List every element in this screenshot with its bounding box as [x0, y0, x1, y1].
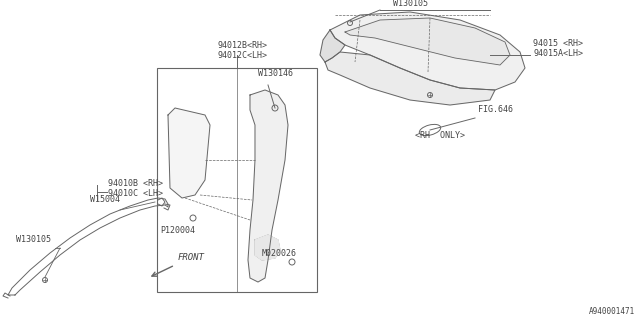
- Polygon shape: [320, 30, 345, 62]
- Text: 94015A<LH>: 94015A<LH>: [533, 49, 583, 58]
- Bar: [157, 68, 317, 292]
- Text: W130105: W130105: [393, 0, 428, 8]
- Text: W130146: W130146: [258, 69, 293, 78]
- Text: W15004: W15004: [90, 195, 120, 204]
- Polygon shape: [255, 235, 280, 260]
- Text: 94012C<LH>: 94012C<LH>: [218, 51, 268, 60]
- Polygon shape: [345, 18, 510, 65]
- Polygon shape: [248, 90, 288, 282]
- Text: 94010C <LH>: 94010C <LH>: [108, 189, 163, 198]
- Text: FIG.646: FIG.646: [478, 105, 513, 114]
- Text: 94010B <RH>: 94010B <RH>: [108, 179, 163, 188]
- Polygon shape: [325, 52, 495, 105]
- Text: <RH  ONLY>: <RH ONLY>: [415, 131, 465, 140]
- Text: W130105: W130105: [16, 235, 51, 244]
- Text: 94015 <RH>: 94015 <RH>: [533, 39, 583, 48]
- Text: P120004: P120004: [160, 226, 195, 235]
- Polygon shape: [330, 12, 525, 90]
- Text: A940001471: A940001471: [589, 307, 635, 316]
- Polygon shape: [168, 108, 210, 198]
- Text: 94012B<RH>: 94012B<RH>: [218, 41, 268, 50]
- Text: M020026: M020026: [262, 249, 297, 258]
- Text: FRONT: FRONT: [178, 253, 205, 262]
